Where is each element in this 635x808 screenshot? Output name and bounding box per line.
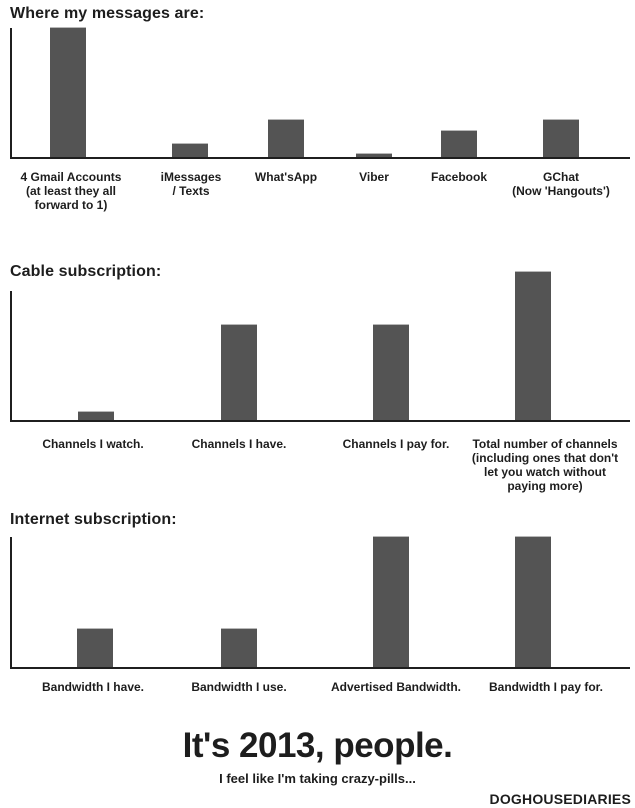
- bar: [77, 629, 113, 667]
- bar: [221, 629, 257, 667]
- category-label: Viber: [359, 170, 389, 184]
- category-label: What'sApp: [254, 170, 318, 184]
- category-label: Total number of channels (including ones…: [471, 437, 619, 493]
- bar: [221, 325, 257, 420]
- y-axis: [10, 28, 12, 157]
- category-label: Facebook: [430, 170, 487, 184]
- bar: [78, 412, 114, 420]
- chart-title-internet: Internet subscription:: [10, 511, 177, 528]
- footer-subtitle: I feel like I'm taking crazy-pills...: [219, 771, 416, 786]
- y-axis: [10, 537, 12, 667]
- bar: [515, 272, 551, 420]
- footer-credit: DOGHOUSEDIARIES: [489, 791, 631, 807]
- bar: [356, 154, 392, 157]
- bar: [441, 131, 477, 157]
- bar: [373, 325, 409, 420]
- x-axis: [10, 420, 630, 422]
- chart-title-cable: Cable subscription:: [10, 263, 162, 280]
- category-label: Channels I watch.: [42, 437, 144, 451]
- bar: [50, 28, 86, 157]
- category-label: Advertised Bandwidth.: [330, 680, 461, 694]
- category-label: Channels I pay for.: [342, 437, 450, 451]
- category-label: Bandwidth I have.: [41, 680, 144, 694]
- category-label: Channels I have.: [191, 437, 287, 451]
- category-label: Bandwidth I use.: [191, 680, 287, 694]
- footer-title: It's 2013, people.: [182, 726, 453, 765]
- category-label: 4 Gmail Accounts (at least they all forw…: [20, 170, 122, 212]
- bar: [172, 144, 208, 157]
- bar: [515, 537, 551, 667]
- x-axis: [10, 667, 630, 669]
- bar: [543, 120, 579, 157]
- bar: [373, 537, 409, 667]
- chart-title-messages: Where my messages are:: [10, 5, 205, 22]
- category-label: Bandwidth I pay for.: [488, 680, 603, 694]
- y-axis: [10, 291, 12, 420]
- x-axis: [10, 157, 630, 159]
- category-label: GChat (Now 'Hangouts'): [512, 170, 610, 198]
- bar: [268, 120, 304, 157]
- category-label: iMessages / Texts: [160, 170, 222, 198]
